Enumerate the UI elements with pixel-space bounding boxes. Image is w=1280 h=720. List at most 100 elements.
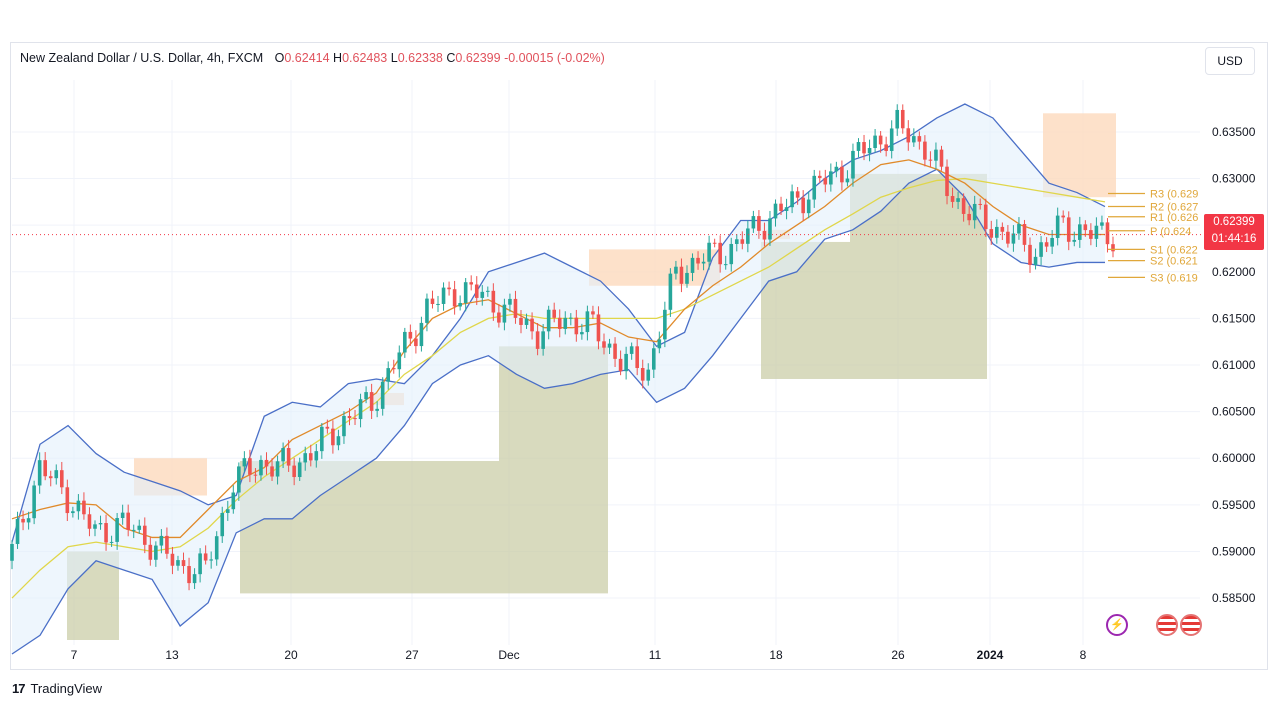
candle-body [1011,233,1016,244]
candle-body [286,448,291,466]
candle-body [618,358,623,372]
candle-body [54,470,59,479]
candle-body [945,166,949,197]
candle-body [237,466,241,493]
lightning-icon[interactable]: ⚡ [1106,614,1128,636]
candle-body [26,518,31,523]
candle-body [281,448,285,462]
candle-body [497,312,501,323]
high-label: H [333,51,343,65]
candle-body [159,535,164,546]
candle-body [773,203,778,219]
candle-body [65,487,70,514]
candle-body [530,318,534,332]
bollinger-lower-line [11,168,1105,655]
candle-body [701,261,706,264]
candle-body [690,257,695,273]
candle-body [187,566,191,584]
y-tick-label: 0.60500 [1212,405,1256,419]
pivot-label: P (0.624 [1150,226,1191,238]
candle-body [463,282,468,303]
y-tick-label: 0.59000 [1212,544,1256,558]
candle-body [995,226,999,238]
candle-body [685,272,689,284]
brand-name[interactable]: TradingView [30,681,103,696]
candle-body [668,273,673,310]
currency-button[interactable]: USD [1205,47,1255,75]
x-tick-label: 8 [1080,648,1087,662]
candle-body [878,135,883,145]
candle-body [961,198,966,214]
candle-body [535,331,540,349]
candle-body [320,426,324,452]
candle-body [48,476,53,479]
candle-body [220,512,225,537]
candle-body [873,135,877,149]
candle-body [397,352,402,370]
us-flag-icon[interactable] [1156,614,1178,636]
candle-body [32,485,36,519]
candle-body [380,381,385,409]
candle-body [546,309,551,332]
candle-body [292,465,296,478]
candle-body [1033,256,1038,265]
candle-body [889,128,894,151]
candle-body [308,453,313,461]
candle-body [923,141,927,160]
candle-body [408,331,413,339]
candle-body [541,331,545,349]
candle-body [10,543,14,561]
candle-body [613,343,617,359]
y-tick-label: 0.63500 [1212,125,1256,139]
candle-body [87,514,92,529]
candle-body [812,175,817,200]
x-tick-label: 20 [284,648,298,662]
candle-body [342,415,346,437]
candle-body [126,512,130,530]
candle-body [635,346,639,369]
candle-body [21,518,25,523]
candle-body [978,203,983,205]
candle-body [259,459,263,476]
pivot-label: R2 (0.627 [1150,202,1198,214]
tradingview-logo[interactable]: 17 [12,681,26,696]
candle-body [1006,231,1010,244]
candle-body [768,218,772,240]
candle-body [751,216,756,229]
candle-body [109,541,114,543]
candle-body [452,289,457,307]
candle-body [104,523,108,543]
candle-body [131,529,136,531]
candle-body [1039,242,1043,257]
candle-body [353,418,357,420]
candle-body [336,436,341,446]
candle-body [657,339,662,349]
candle-body [795,191,800,198]
candle-body [1028,244,1032,265]
footer: 17 TradingView [12,681,102,696]
candle-body [358,399,363,420]
candle-body [779,203,783,211]
candle-body [441,287,446,304]
candle-body [845,178,850,183]
candle-body [403,331,407,353]
candle-body [297,462,302,478]
candle-body [580,332,584,335]
candle-body [419,322,424,347]
candle-body [165,535,169,554]
candle-body [37,460,42,486]
demand-zone [499,346,608,594]
candle-body [142,525,147,545]
x-tick-label: 2024 [977,648,1004,662]
candle-body [784,207,789,211]
symbol-title[interactable]: New Zealand Dollar / U.S. Dollar, 4h, FX… [20,51,264,65]
candle-body [154,545,158,560]
x-tick-label: 13 [165,648,179,662]
us-flag-icon[interactable] [1180,614,1202,636]
candle-body [817,175,822,178]
chart-frame [10,42,1268,670]
candle-body [469,282,474,285]
candle-body [15,518,20,544]
candle-body [624,353,628,372]
